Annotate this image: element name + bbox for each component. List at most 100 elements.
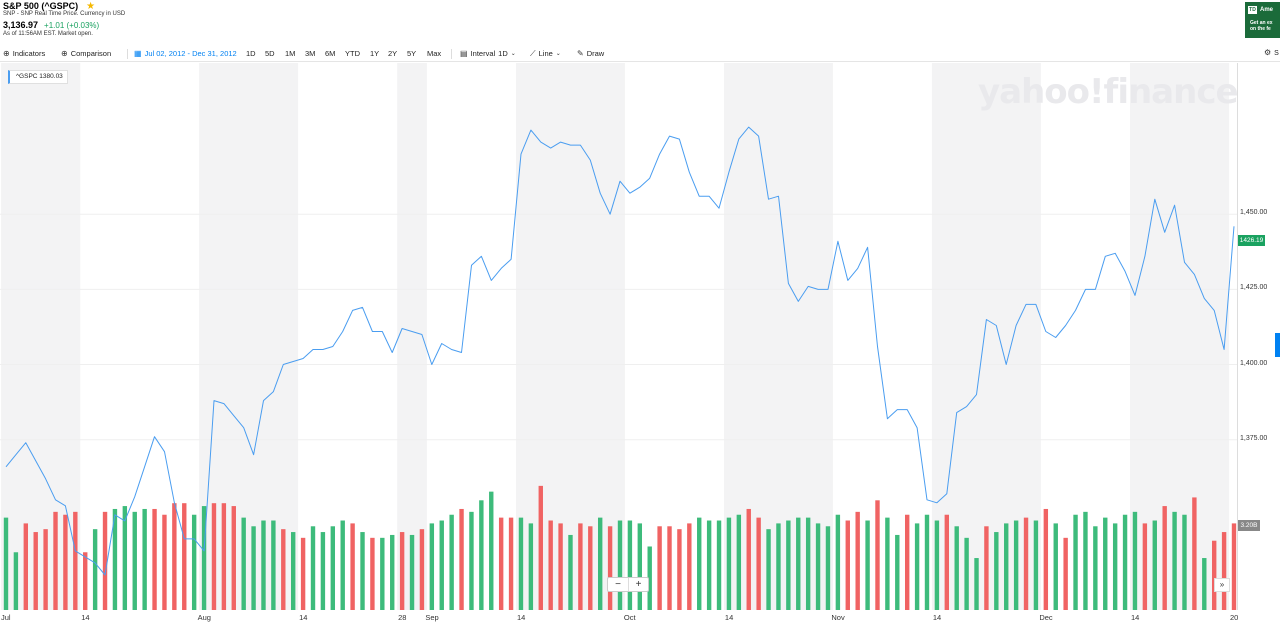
volume-bar [746,508,751,610]
volume-bar [211,503,217,610]
volume-bar [1132,511,1138,610]
advertisement[interactable]: TD Ame Get an ex on the fe [1245,2,1280,38]
volume-bars [3,485,1237,610]
interval-value: 1D [498,49,508,58]
shaded-band [397,63,427,610]
volume-bar [657,526,662,610]
range-1m[interactable]: 1M [285,49,296,58]
volume-bar [865,520,870,610]
ad-logo: TD [1248,6,1257,14]
volume-bar [558,523,563,610]
volume-bar [697,517,702,610]
ad-body: Get an ex on the fe [1250,20,1273,32]
volume-bar [528,523,534,610]
volume-bar [429,523,435,610]
volume-bar [895,534,900,610]
chart-type-label: Line [538,49,553,58]
volume-bar [419,529,425,610]
volume-bar [142,508,147,610]
price-change: +1.01 (+0.03%) [44,21,100,30]
shaded-band [1130,63,1230,610]
volume-bar [310,526,316,610]
volume-bar [479,500,484,610]
volume-bar [1192,497,1197,610]
zoom-in-button[interactable]: + [628,578,648,591]
y-tick-label: 1,450.00 [1240,209,1268,217]
date-range-button[interactable]: ▦ Jul 02, 2012 - Dec 31, 2012 [134,49,237,58]
volume-bar [508,517,514,610]
volume-bar [380,537,385,610]
volume-bar [964,537,969,610]
indicators-button[interactable]: ⊕ Indicators [3,49,45,58]
x-tick-label: Oct [623,613,636,622]
star-icon[interactable]: ★ [86,0,96,12]
volume-bar [241,517,246,610]
plus-circle-icon: ⊕ [3,48,10,58]
volume-bar [162,514,167,610]
range-5y[interactable]: 5Y [407,49,417,58]
price-chart[interactable] [0,63,1237,610]
scroll-forward-button[interactable]: » [1214,578,1230,592]
quote-title: S&P 500 (^GSPC) [3,1,79,11]
line-chart-icon: ⟋ [530,48,536,58]
range-ytd[interactable]: YTD [345,49,360,58]
volume-bar [706,520,712,610]
volume-bar [994,532,999,610]
volume-bar [1162,506,1167,610]
volume-bar [112,508,118,610]
yahoo-finance-watermark: yahoo!finance [978,72,1239,112]
volume-bar [360,532,365,610]
price-line [5,126,1235,576]
x-tick-label: 14 [299,613,308,622]
volume-bar [489,491,494,610]
x-tick-label: 14 [1130,613,1140,622]
volume-bar [934,520,940,610]
draw-label: Draw [586,49,605,58]
chart-type-button[interactable]: ⟋ Line ⌄ [530,49,561,58]
range-2y[interactable]: 2Y [388,49,398,58]
volume-bar [538,485,543,610]
side-panel-tab[interactable] [1275,333,1280,357]
volume-bar [469,511,474,610]
volume-bar [687,523,692,610]
range-1d[interactable]: 1D [246,49,256,58]
shaded-band [516,63,625,610]
volume-bar [1073,514,1078,610]
price-row: 3,136.97 +1.01 (+0.03%) [3,20,99,30]
y-tick-label: 1,375.00 [1240,434,1268,442]
volume-bar [300,537,306,610]
volume-bar [726,517,732,610]
quote-subtitle: SNP - SNP Real Time Price. Currency in U… [3,11,126,17]
volume-bar [647,546,652,610]
toolbar-divider [127,49,128,59]
range-1y[interactable]: 1Y [370,49,380,58]
settings-button[interactable]: ⚙ S [1264,49,1279,57]
volume-bar [132,511,137,610]
volume-bar [172,503,177,610]
ad-line-2: on the fe [1250,26,1271,32]
plus-circle-icon: ⊕ [61,48,68,58]
x-tick-label: 14 [932,613,942,622]
legend-symbol: ^GSPC [16,73,38,80]
volume-bar [796,517,801,610]
volume-bar [637,523,643,610]
range-5d[interactable]: 5D [265,49,275,58]
volume-bar [122,506,128,610]
y-tick-label: 1,425.00 [1240,284,1268,292]
chart-toolbar: ⊕ Indicators ⊕ Comparison ▦ Jul 02, 2012… [0,46,1280,62]
volume-bar [845,520,850,610]
volume-bar [716,520,722,610]
comparison-button[interactable]: ⊕ Comparison [61,49,111,58]
interval-button[interactable]: ▤ Interval 1D ⌄ [460,49,516,58]
zoom-out-button[interactable]: − [615,579,621,590]
x-tick-label: 14 [724,613,734,622]
x-tick-label: Aug [197,613,211,622]
series-legend[interactable]: ^GSPC 1380.03 [8,70,68,84]
range-6m[interactable]: 6M [325,49,336,58]
volume-bar [1152,520,1157,610]
range-3m[interactable]: 3M [305,49,316,58]
volume-tag: 3.20B [1238,520,1260,531]
shaded-band [723,63,833,610]
range-max[interactable]: Max [427,49,442,58]
draw-button[interactable]: ✎ Draw [577,49,604,58]
